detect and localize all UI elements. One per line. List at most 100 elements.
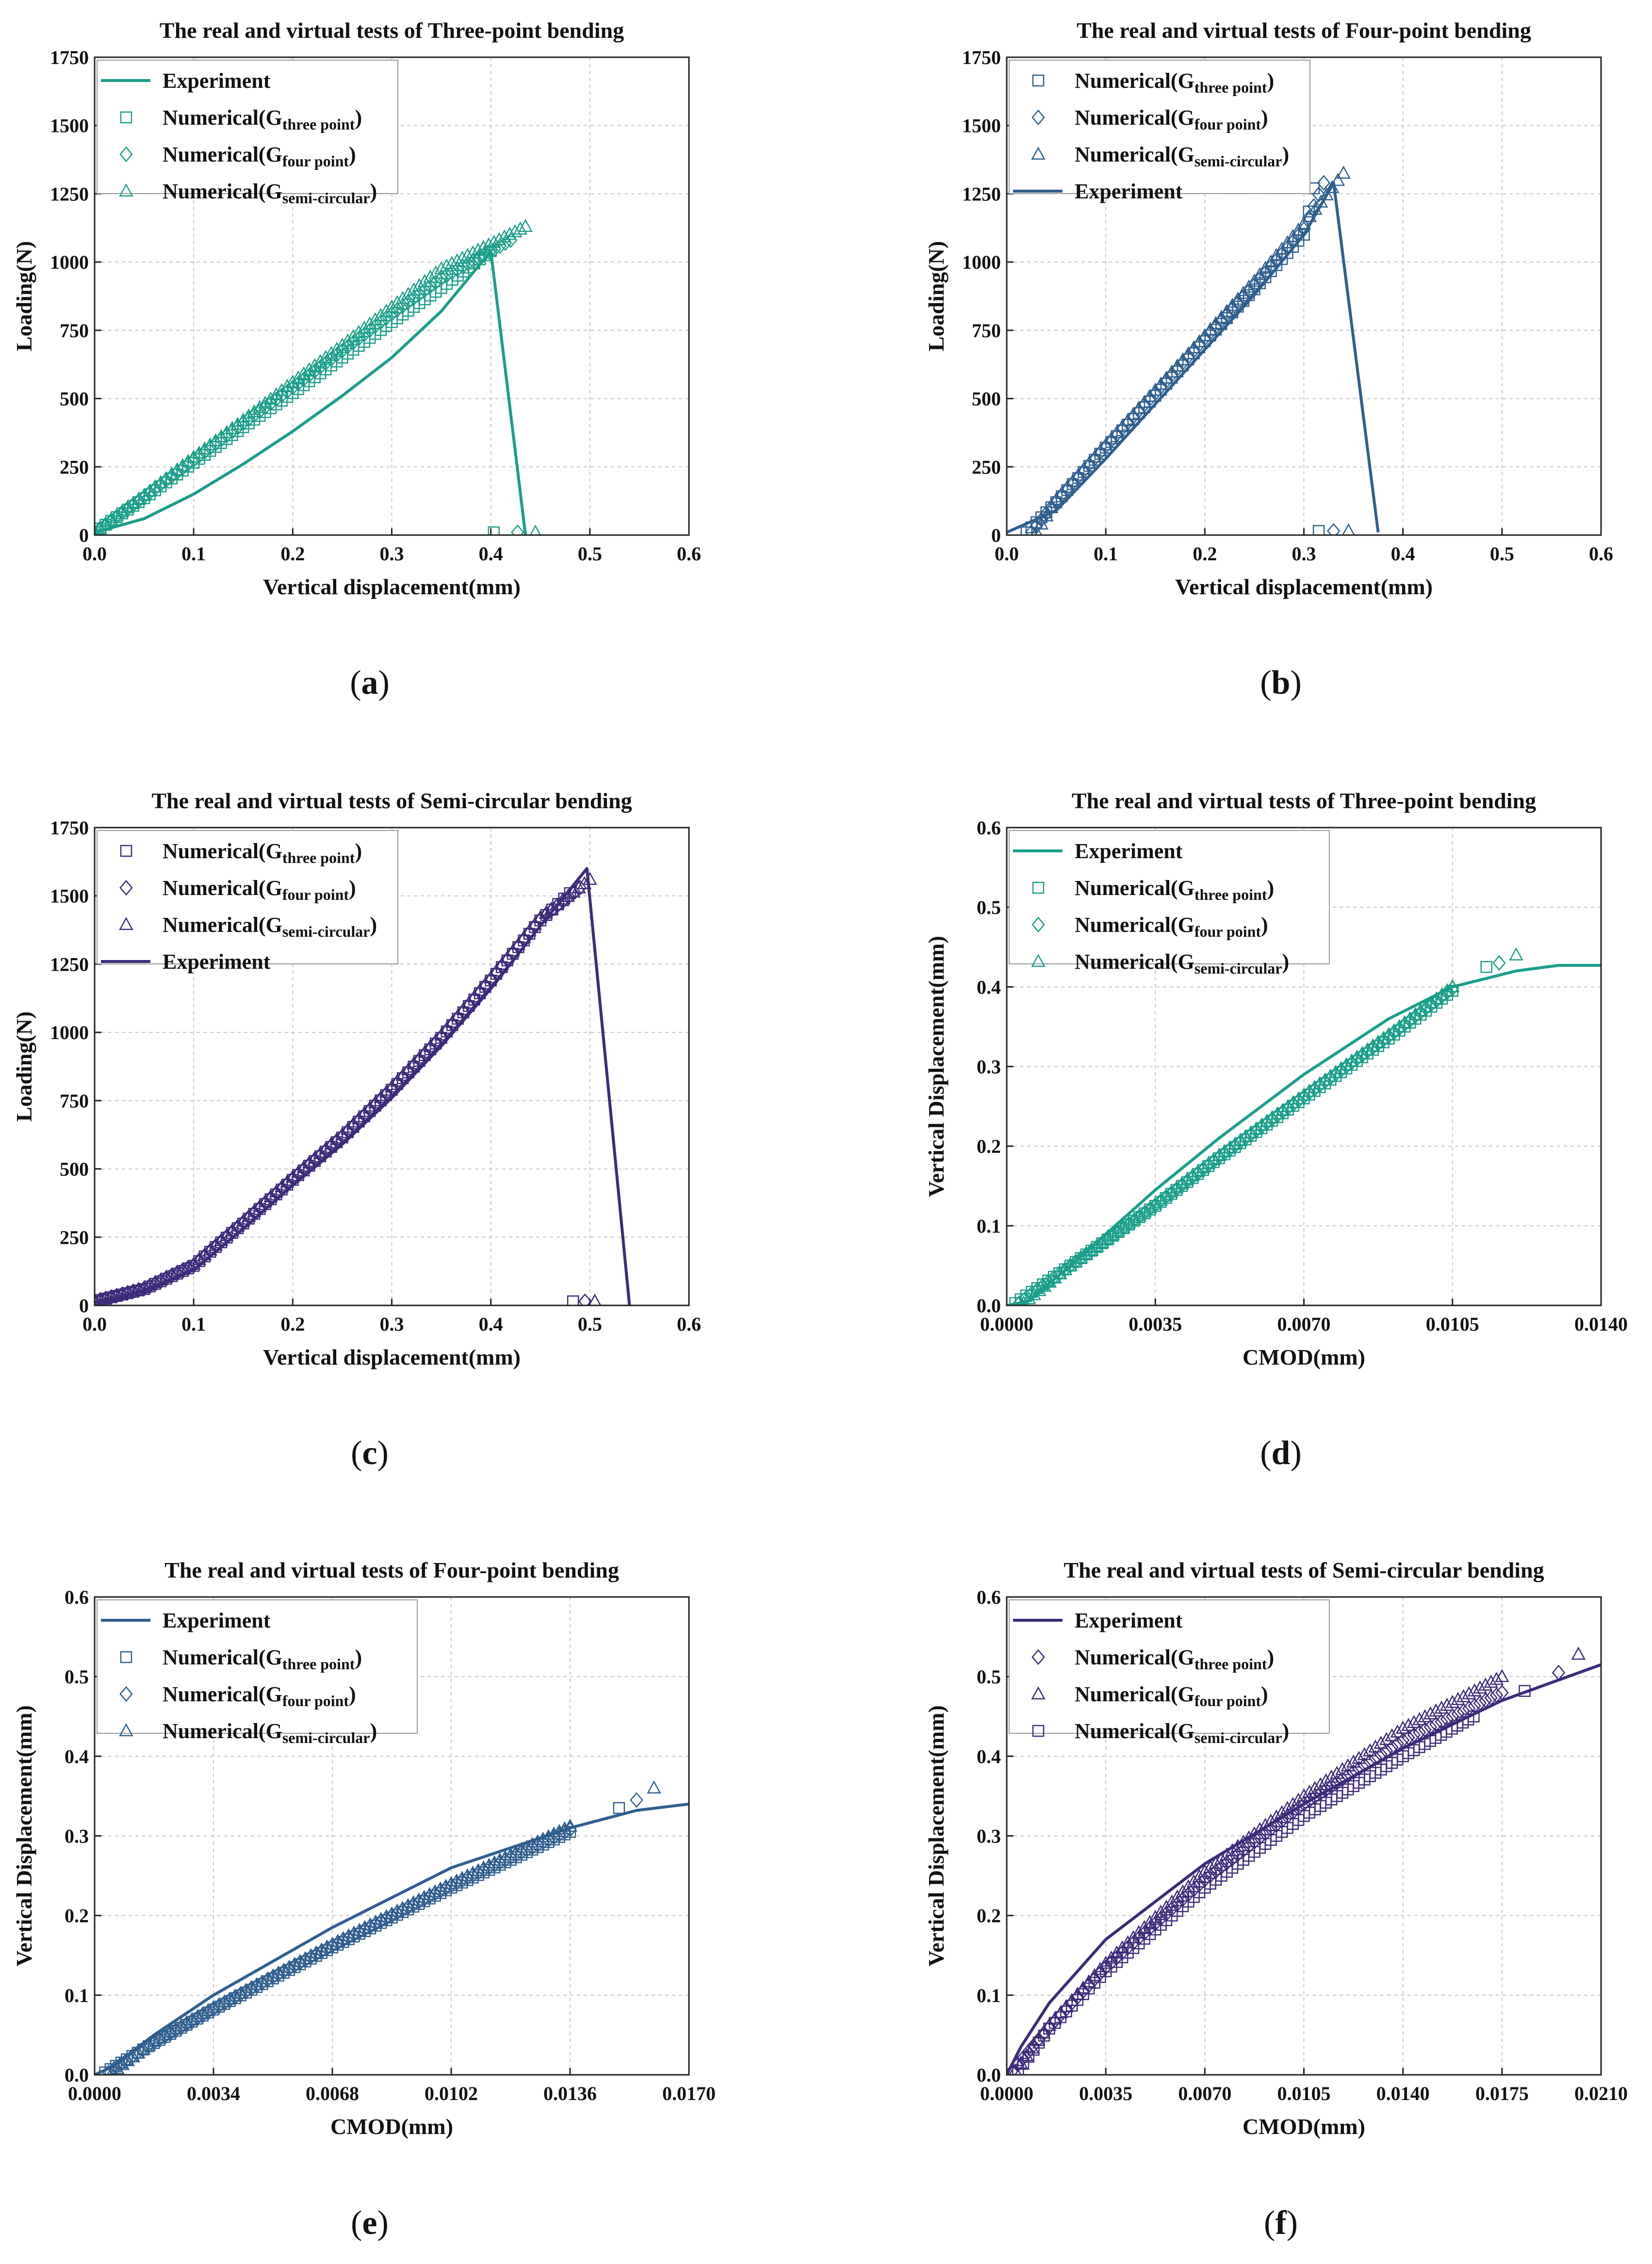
data-point-triangle — [1269, 248, 1284, 261]
y-tick-label: 1000 — [50, 251, 89, 273]
data-point-triangle — [203, 1242, 217, 1256]
data-point-triangle — [527, 916, 542, 930]
data-point-triangle — [445, 1014, 460, 1028]
data-point-triangle — [225, 1223, 240, 1237]
data-point-triangle — [1334, 1061, 1348, 1075]
data-point-triangle — [1344, 1053, 1359, 1067]
data-point-triangle — [274, 1179, 289, 1192]
data-point-triangle — [1342, 523, 1355, 535]
data-point-triangle — [126, 496, 141, 509]
data-point-triangle — [417, 274, 432, 287]
y-tick-label: 1250 — [50, 183, 89, 205]
data-point-triangle — [203, 437, 217, 451]
data-point-triangle — [148, 1275, 163, 1288]
data-point-triangle — [214, 429, 229, 442]
y-axis-label: Loading(N) — [924, 241, 949, 351]
data-point-triangle — [233, 1986, 248, 1999]
plot-area — [95, 1780, 689, 2075]
data-point-triangle — [255, 1974, 269, 1987]
data-point-triangle — [560, 889, 575, 902]
data-point-diamond — [467, 990, 481, 1007]
data-point-diamond — [478, 977, 492, 994]
data-point-triangle — [1308, 201, 1323, 215]
data-point-triangle — [247, 404, 262, 418]
y-axis-label: Loading(N) — [12, 1011, 36, 1122]
data-point-triangle — [465, 1865, 480, 1879]
data-point-triangle — [500, 950, 515, 963]
data-point-triangle — [1090, 1238, 1104, 1252]
x-tick-label: 0.2 — [280, 543, 305, 565]
data-point-triangle — [175, 458, 190, 472]
data-point-triangle — [433, 1881, 448, 1895]
data-point-square — [1468, 1710, 1480, 1723]
data-point-triangle — [179, 2015, 194, 2029]
plot-frame — [94, 56, 690, 536]
y-tick-label: 1250 — [962, 183, 1001, 205]
y-tick-label: 0.3 — [977, 1825, 1001, 1847]
data-point-triangle — [449, 1873, 464, 1887]
legend: Numerical(Gthree point) Numerical(Gfour p… — [97, 830, 398, 974]
legend-entry-label: Experiment — [163, 1609, 271, 1632]
data-point-triangle — [1148, 1196, 1163, 1210]
data-point-diamond — [1552, 1664, 1566, 1681]
data-point-diamond — [286, 379, 300, 396]
data-point-triangle — [1121, 1216, 1136, 1229]
data-point-triangle — [159, 1270, 174, 1283]
data-point-triangle — [141, 2037, 156, 2051]
data-point-triangle — [336, 1931, 351, 1944]
legend-entry-label: Numerical(Gsemi-circular) — [1075, 950, 1289, 977]
data-point-triangle — [104, 1289, 118, 1303]
data-point-triangle — [318, 1141, 333, 1155]
data-point-triangle — [95, 1293, 101, 1305]
data-point-triangle — [313, 1146, 327, 1159]
data-point-triangle — [1357, 1747, 1372, 1760]
data-point-diamond — [335, 342, 349, 359]
data-point-triangle — [412, 278, 426, 292]
data-point-triangle — [1030, 2033, 1045, 2046]
y-tick-label: 0.2 — [65, 1905, 89, 1927]
data-point-triangle — [181, 1259, 196, 1273]
x-axis-label: CMOD(mm) — [1243, 1345, 1365, 1369]
data-point-triangle — [293, 1954, 307, 1967]
data-point-triangle — [164, 466, 179, 480]
legend-entry-label: Numerical(Gfour point) — [163, 1682, 356, 1710]
data-point-triangle — [530, 1834, 545, 1848]
legend-marker-square — [120, 111, 132, 124]
data-point-triangle — [1079, 1246, 1094, 1260]
data-point-triangle — [236, 1213, 251, 1227]
data-point-triangle — [1030, 524, 1042, 535]
data-point-triangle — [1249, 1121, 1263, 1135]
x-tick-label: 0.6 — [677, 1313, 701, 1335]
gridlines — [1007, 828, 1601, 1305]
data-point-triangle — [269, 387, 284, 401]
x-tick-label: 0.0000 — [980, 1313, 1033, 1335]
data-point-triangle — [241, 1208, 256, 1222]
data-point-triangle — [525, 1837, 540, 1850]
data-point-triangle — [120, 2053, 135, 2067]
data-point-triangle — [492, 1852, 507, 1866]
data-point-triangle — [1467, 1683, 1482, 1696]
data-point-triangle — [1495, 1669, 1509, 1682]
data-point-triangle — [482, 1857, 496, 1871]
data-point-triangle — [439, 1878, 453, 1892]
data-point-triangle — [1243, 1125, 1258, 1139]
data-point-triangle — [572, 880, 586, 894]
data-point-triangle — [236, 412, 251, 426]
data-point-triangle — [557, 1821, 572, 1835]
data-point-triangle — [1263, 254, 1278, 268]
data-point-triangle — [483, 970, 498, 983]
data-point-triangle — [309, 1945, 324, 1958]
data-point-triangle — [1408, 1007, 1423, 1020]
data-point-diamond — [456, 259, 470, 275]
data-point-triangle — [1027, 1287, 1042, 1301]
panel-label: (e) — [351, 2204, 389, 2242]
legend: Experiment Numerical(Gthree point) Numeric… — [1009, 830, 1330, 977]
data-point-triangle — [1429, 991, 1444, 1005]
data-point-triangle — [1296, 1788, 1311, 1802]
legend-box — [97, 830, 398, 964]
data-point-triangle — [1462, 1686, 1476, 1699]
data-point-triangle — [1252, 1822, 1267, 1835]
data-point-triangle — [1439, 1697, 1455, 1711]
x-axis-label: Vertical displacement(mm) — [263, 574, 521, 599]
